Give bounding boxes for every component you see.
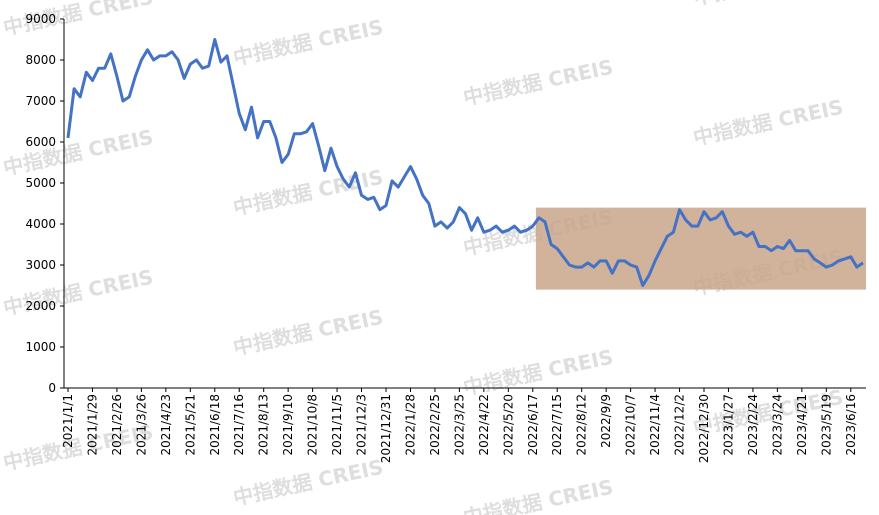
watermark: 中指数据 CREIS <box>1 0 155 40</box>
watermark: 中指数据 CREIS <box>231 15 385 70</box>
y-tick-label: 8000 <box>25 53 56 67</box>
x-tick-label: 2022/10/7 <box>624 394 638 456</box>
x-tick-label: 2022/8/12 <box>575 394 589 456</box>
x-tick-label: 2021/5/21 <box>183 394 197 456</box>
x-tick-label: 2021/11/5 <box>330 394 344 456</box>
y-tick-label: 9000 <box>25 12 56 26</box>
watermark: 中指数据 CREIS <box>461 55 615 110</box>
y-tick-label: 4000 <box>25 217 56 231</box>
x-tick-label: 2021/4/23 <box>159 394 173 456</box>
x-tick-label: 2021/1/29 <box>85 394 99 456</box>
x-tick-label: 2022/1/28 <box>403 394 417 456</box>
x-tick-label: 2022/9/9 <box>599 394 613 448</box>
x-tick-label: 2021/7/16 <box>232 394 246 456</box>
x-tick-label: 2021/3/26 <box>134 394 148 456</box>
y-tick-label: 2000 <box>25 299 56 313</box>
x-tick-label: 2022/7/15 <box>550 394 564 456</box>
watermark: 中指数据 CREIS <box>691 0 845 10</box>
x-tick-label: 2023/3/24 <box>770 394 784 456</box>
watermark: 中指数据 CREIS <box>691 95 845 150</box>
x-tick-label: 2021/6/18 <box>208 394 222 456</box>
y-tick-label: 6000 <box>25 135 56 149</box>
y-tick-label: 0 <box>48 381 56 395</box>
y-tick-label: 5000 <box>25 176 56 190</box>
x-tick-label: 2021/9/10 <box>281 394 295 456</box>
x-tick-label: 2022/11/4 <box>648 394 662 456</box>
watermark: 中指数据 CREIS <box>1 420 155 475</box>
watermark: 中指数据 CREIS <box>231 455 385 510</box>
x-tick-label: 2022/12/30 <box>697 394 711 463</box>
y-tick-label: 7000 <box>25 94 56 108</box>
x-tick-label: 2021/10/8 <box>306 394 320 456</box>
x-tick-label: 2022/4/22 <box>477 394 491 456</box>
x-tick-label: 2022/3/25 <box>452 394 466 456</box>
x-tick-label: 2023/6/16 <box>844 394 858 456</box>
x-tick-label: 2021/1/1 <box>61 394 75 448</box>
y-tick-label: 1000 <box>25 340 56 354</box>
y-tick-label: 3000 <box>25 258 56 272</box>
x-tick-label: 2021/12/3 <box>355 394 369 456</box>
line <box>66 38 864 287</box>
watermark: 中指数据 CREIS <box>1 125 155 180</box>
x-tick-label: 2023/4/21 <box>795 394 809 456</box>
x-tick-label: 2023/1/27 <box>721 394 735 456</box>
x-tick-label: 2021/12/31 <box>379 394 393 463</box>
x-tick-label: 2022/5/20 <box>501 394 515 456</box>
x-tick-label: 2021/8/13 <box>257 394 271 456</box>
x-tick-label: 2023/5/19 <box>819 394 833 456</box>
watermark: 中指数据 CREIS <box>231 305 385 360</box>
watermark: 中指数据 CREIS <box>461 475 615 515</box>
x-tick-label: 2022/6/17 <box>526 394 540 456</box>
x-tick-label: 2023/2/24 <box>746 394 760 456</box>
x-tick-label: 2022/12/2 <box>673 394 687 456</box>
watermark: 中指数据 CREIS <box>1 265 155 320</box>
x-tick-label: 2022/2/25 <box>428 394 442 456</box>
x-tick-label: 2021/2/26 <box>110 394 124 456</box>
